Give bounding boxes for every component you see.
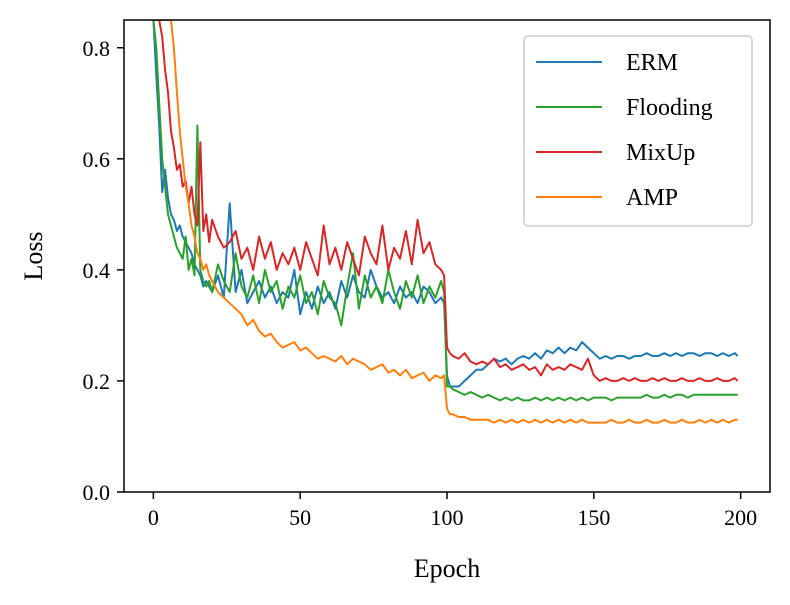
x-tick-label: 100 xyxy=(431,505,464,530)
legend-box xyxy=(523,35,753,227)
series-line-flooding xyxy=(152,20,738,402)
y-tick-label: 0.6 xyxy=(83,147,111,172)
legend-label-mixup: MixUp xyxy=(626,140,695,166)
x-tick-label: 50 xyxy=(289,505,311,530)
x-tick-label: 0 xyxy=(148,505,159,530)
legend-label-amp: AMP xyxy=(626,185,678,211)
y-axis-label: Loss xyxy=(19,231,48,280)
x-tick-label: 200 xyxy=(724,505,757,530)
x-tick-label: 150 xyxy=(577,505,610,530)
y-axis: 0.0 0.2 0.4 0.6 0.8 xyxy=(83,36,124,505)
legend: ERM Flooding MixUp AMP xyxy=(523,35,753,227)
legend-label-flooding: Flooding xyxy=(626,95,713,121)
x-axis: 0 50 100 150 200 xyxy=(148,492,757,530)
plot-lines xyxy=(152,20,739,424)
y-tick-label: 0.0 xyxy=(83,480,111,505)
y-tick-label: 0.8 xyxy=(83,36,111,61)
series-line-amp xyxy=(153,20,738,424)
y-tick-label: 0.4 xyxy=(83,258,111,283)
x-axis-label: Epoch xyxy=(414,554,480,583)
legend-label-erm: ERM xyxy=(626,50,678,76)
series-line-mixup xyxy=(153,20,739,382)
y-tick-label: 0.2 xyxy=(83,369,111,394)
